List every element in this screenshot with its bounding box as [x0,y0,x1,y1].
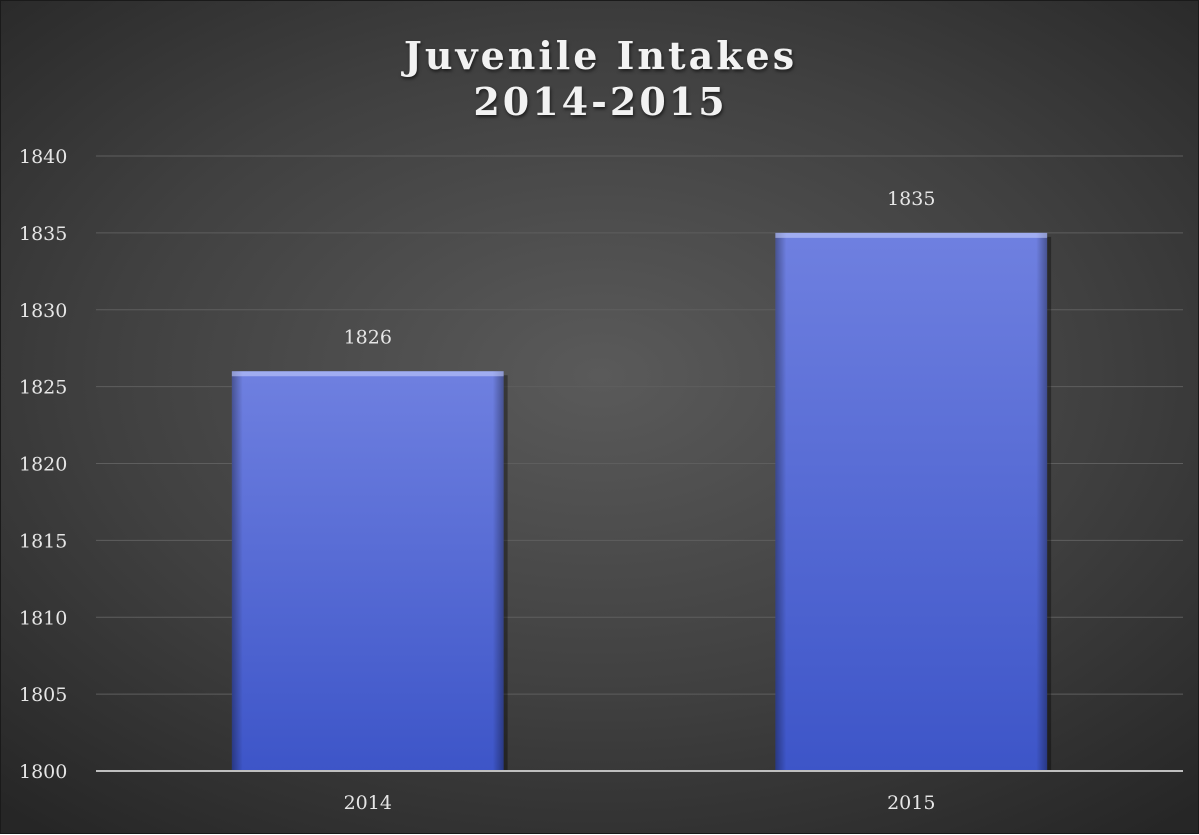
y-tick-label: 1815 [19,530,67,552]
x-tick-label: 2015 [887,792,935,814]
bar-top-bevel [775,233,1047,238]
y-tick-label: 1825 [19,377,67,399]
data-label: 1835 [887,188,935,210]
y-tick-label: 1805 [19,684,67,706]
data-label: 1826 [344,326,392,348]
bar-edge-shade [232,371,504,771]
y-tick-label: 1830 [19,300,67,322]
y-tick-label: 1840 [19,146,67,168]
bar-edge-shade [775,233,1047,771]
y-tick-label: 1835 [19,223,67,245]
y-tick-label: 1820 [19,454,67,476]
bars [232,233,1051,771]
bar-top-bevel [232,371,504,376]
x-tick-label: 2014 [344,792,392,814]
y-tick-label: 1810 [19,607,67,629]
y-tick-label: 1800 [19,761,67,783]
